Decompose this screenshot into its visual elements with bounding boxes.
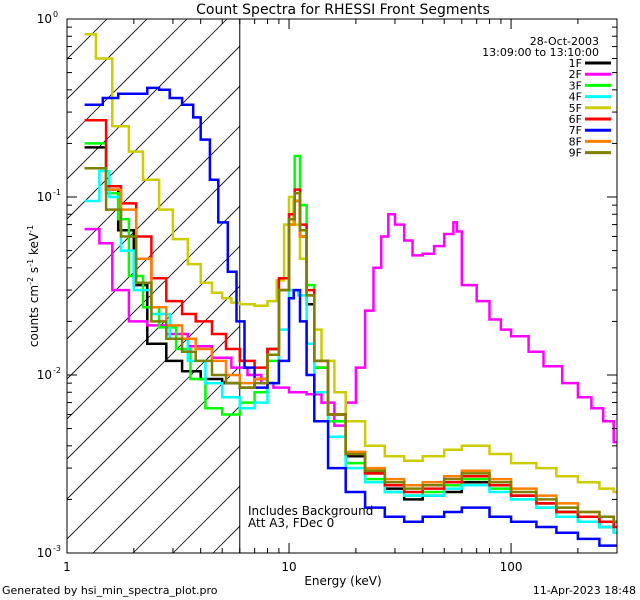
- hatch-line: [67, 325, 240, 500]
- y-tick-exponent: 0: [53, 10, 58, 19]
- y-tick-exponent: -1: [53, 188, 61, 197]
- hatch-line: [92, 405, 240, 553]
- series-7F: [84, 86, 617, 547]
- y-tick-label: 10: [37, 546, 52, 560]
- footer-timestamp: 11-Apr-2023 18:48: [533, 584, 636, 597]
- legend-label-8F: 8F: [569, 135, 582, 148]
- axis-ticks: [66, 19, 618, 554]
- hatch-line: [67, 365, 240, 540]
- svg-text:counts cm-2 s-1 keV-1: counts cm-2 s-1 keV-1: [26, 225, 41, 347]
- x-tick-label: 1: [63, 560, 71, 574]
- y-tick-exponent: -3: [53, 544, 61, 553]
- plot-frame: [66, 18, 618, 554]
- legend-label-3F: 3F: [569, 79, 582, 92]
- legend-label-6F: 6F: [569, 113, 582, 126]
- hatch-line: [67, 19, 228, 180]
- hatch-line: [132, 445, 240, 553]
- series-9F: [84, 167, 617, 523]
- background-annotation: Includes Background: [248, 504, 373, 518]
- hatch-line: [67, 125, 240, 300]
- footer-generated-by: Generated by hsi_min_spectra_plot.pro: [2, 584, 218, 597]
- y-tick-label: 10: [37, 12, 52, 26]
- legend-label-2F: 2F: [569, 68, 582, 81]
- chart-title: Count Spectra for RHESSI Front Segments: [196, 2, 490, 18]
- hatch-line: [67, 245, 240, 420]
- legend-label-9F: 9F: [569, 147, 582, 160]
- hatch-line: [67, 85, 240, 260]
- time-range-label: 13:09:00 to 13:10:00: [482, 46, 599, 59]
- x-tick-labels: 1 10 100: [63, 560, 522, 574]
- y-tick-exponent: -2: [53, 366, 61, 375]
- y-tick-label: 10: [37, 190, 52, 204]
- legend-label-1F: 1F: [569, 57, 582, 70]
- hatch-line: [67, 19, 188, 140]
- legend-label-7F: 7F: [569, 124, 582, 137]
- attenuator-annotation: Att A3, FDec 0: [248, 516, 334, 530]
- series-5F: [84, 33, 617, 494]
- spectra-series: [84, 33, 617, 547]
- y-axis-label: counts cm-2 s-1 keV-1: [26, 225, 41, 347]
- background-hatched-region: [67, 19, 240, 553]
- x-tick-label: 10: [281, 560, 296, 574]
- legend-label-4F: 4F: [569, 91, 582, 104]
- hatch-line: [67, 205, 240, 380]
- y-tick-label: 10: [37, 368, 52, 382]
- hatch-line: [67, 45, 240, 220]
- hatch-line: [67, 165, 240, 340]
- x-axis-label: Energy (keV): [304, 574, 381, 588]
- legend-label-5F: 5F: [569, 102, 582, 115]
- date-label: 28-Oct-2003: [530, 35, 599, 48]
- x-tick-label: 100: [500, 560, 523, 574]
